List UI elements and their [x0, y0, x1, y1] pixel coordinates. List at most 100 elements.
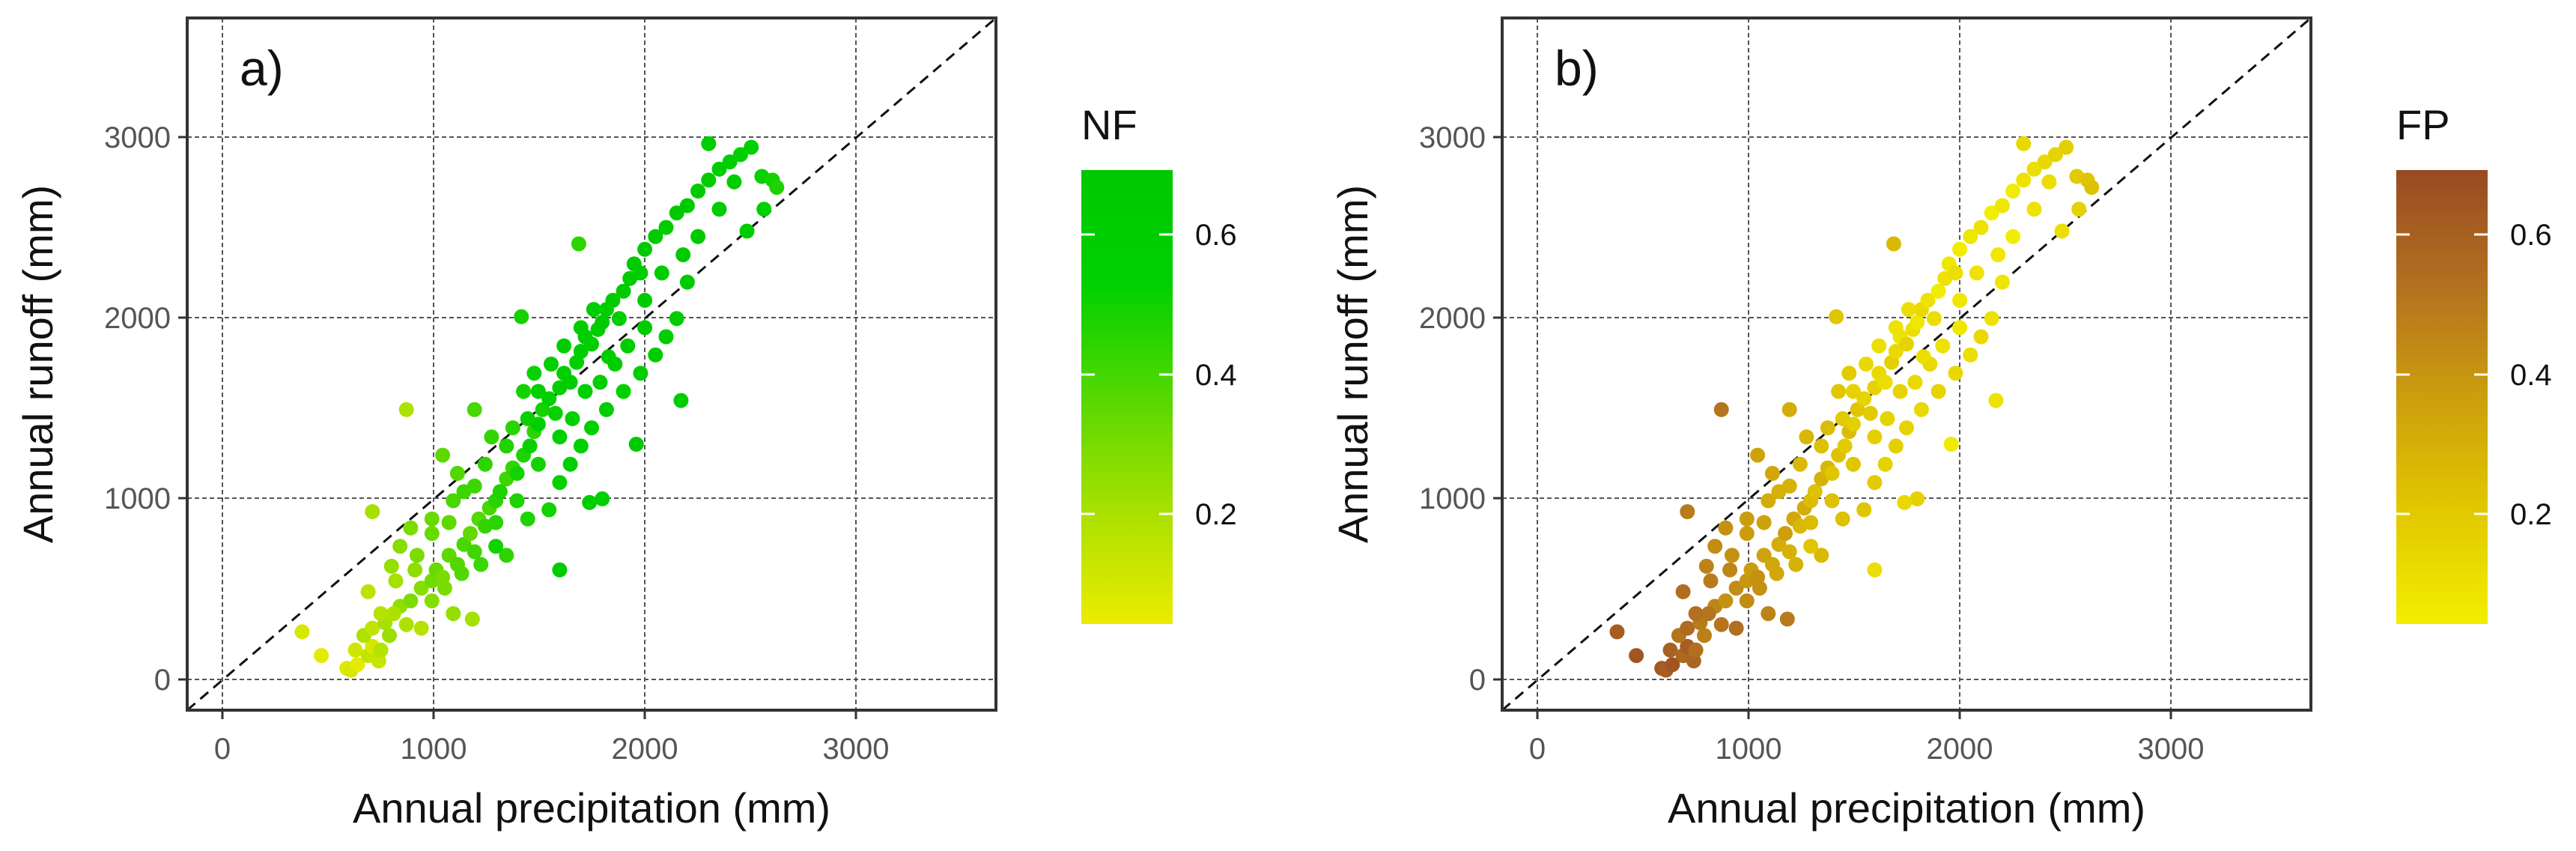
data-point: [1952, 320, 1968, 336]
data-point: [637, 292, 653, 308]
data-point: [565, 411, 580, 426]
y-tick-label: 0: [1469, 664, 1486, 697]
data-point: [1877, 375, 1893, 390]
data-point: [616, 283, 631, 299]
x-tick-label: 2000: [1927, 733, 1993, 766]
data-point: [552, 562, 568, 578]
y-tick-label: 1000: [1419, 482, 1486, 515]
y-tick-label: 0: [154, 664, 171, 697]
data-point: [1988, 393, 2004, 408]
data-point: [1718, 520, 1734, 536]
data-point: [547, 405, 563, 421]
data-point: [1803, 515, 1819, 530]
y-tick-label: 2000: [104, 302, 171, 335]
data-point: [1901, 302, 1916, 318]
data-point: [1835, 411, 1850, 426]
data-point: [520, 511, 535, 527]
data-point: [1824, 493, 1840, 509]
data-point: [1892, 384, 1908, 399]
data-point: [350, 657, 365, 673]
data-point: [711, 161, 727, 177]
data-point: [1969, 265, 1984, 281]
data-point: [1701, 606, 1716, 622]
data-point: [1835, 511, 1850, 527]
data-point: [441, 515, 457, 530]
data-point: [562, 375, 578, 390]
data-point: [1910, 491, 1925, 506]
data-point: [509, 465, 525, 481]
data-point: [1886, 236, 1901, 252]
data-point: [1609, 624, 1625, 640]
data-point: [1920, 292, 1936, 308]
data-point: [1867, 475, 1883, 491]
data-point: [732, 147, 748, 163]
data-point: [584, 336, 599, 352]
data-point: [1771, 536, 1787, 552]
x-tick-label: 1000: [1716, 733, 1782, 766]
data-point: [769, 180, 785, 196]
data-point: [658, 329, 674, 345]
data-point: [463, 526, 478, 542]
data-point: [1935, 338, 1951, 354]
plot-border: [186, 16, 997, 712]
data-point: [2071, 202, 2087, 217]
data-point: [1899, 336, 1914, 352]
data-point: [1862, 405, 1878, 421]
data-point: [2037, 154, 2053, 170]
data-point: [611, 311, 627, 327]
data-point: [1707, 539, 1723, 554]
data-point: [365, 504, 380, 519]
data-point: [1994, 198, 2010, 213]
data-point: [492, 484, 508, 500]
data-point: [1703, 573, 1719, 589]
data-point: [595, 491, 610, 506]
data-point: [1665, 657, 1680, 673]
data-point: [679, 274, 695, 290]
x-axis-title: Annual precipitation (mm): [1668, 784, 2145, 832]
data-point: [690, 228, 706, 244]
data-point: [454, 566, 470, 581]
one-to-one-line: [1501, 16, 2312, 712]
data-point: [598, 402, 614, 417]
data-point: [1761, 606, 1776, 622]
data-point: [1814, 438, 1829, 454]
x-tick-label: 0: [1529, 733, 1546, 766]
data-point: [2005, 228, 2021, 244]
y-axis-title: Annual runoff (mm): [14, 185, 61, 543]
colorbar-tick-label: 0.6: [2510, 219, 2552, 252]
data-point: [1688, 606, 1704, 622]
data-point: [1867, 429, 1883, 445]
data-point: [541, 502, 557, 518]
data-point: [467, 478, 482, 494]
data-point: [403, 520, 419, 536]
y-tick-label: 3000: [104, 121, 171, 154]
data-point: [1752, 581, 1767, 596]
data-point: [1871, 338, 1887, 354]
x-axis-title: Annual precipitation (mm): [353, 784, 830, 832]
colorbar-gradient: [1081, 170, 1173, 624]
data-point: [1739, 511, 1755, 527]
panel-a: 0 1000 2000 3000 0 1000 2000 3000 Annual…: [14, 16, 1237, 832]
data-point: [2026, 202, 2042, 217]
data-point: [477, 456, 493, 472]
data-point: [347, 642, 363, 658]
x-axis: 0 1000 2000 3000: [214, 710, 889, 766]
data-point: [388, 573, 404, 589]
data-point: [571, 236, 586, 252]
data-point: [1907, 375, 1923, 390]
data-point: [530, 384, 546, 399]
colorbar-tick-label: 0.4: [1195, 359, 1237, 392]
data-point: [620, 338, 636, 354]
data-point: [373, 606, 389, 622]
data-point: [526, 366, 542, 381]
data-point: [756, 202, 772, 217]
data-point: [1888, 344, 1904, 359]
colorbar-tick-label: 0.2: [2510, 498, 2552, 531]
data-point: [1952, 241, 1968, 257]
x-tick-label: 2000: [612, 733, 678, 766]
data-point: [1984, 205, 1999, 221]
data-point: [1910, 315, 1925, 330]
data-point: [595, 315, 610, 330]
data-point: [1713, 402, 1729, 417]
data-point: [1952, 292, 1968, 308]
